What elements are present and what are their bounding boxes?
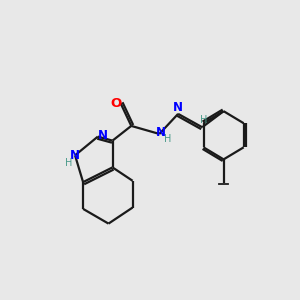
Text: O: O xyxy=(110,97,122,110)
Text: H: H xyxy=(65,158,73,168)
Text: N: N xyxy=(156,126,166,139)
Text: N: N xyxy=(98,129,108,142)
Text: H: H xyxy=(164,134,171,144)
Text: N: N xyxy=(70,149,80,162)
Text: H: H xyxy=(200,115,207,125)
Text: N: N xyxy=(172,101,183,115)
